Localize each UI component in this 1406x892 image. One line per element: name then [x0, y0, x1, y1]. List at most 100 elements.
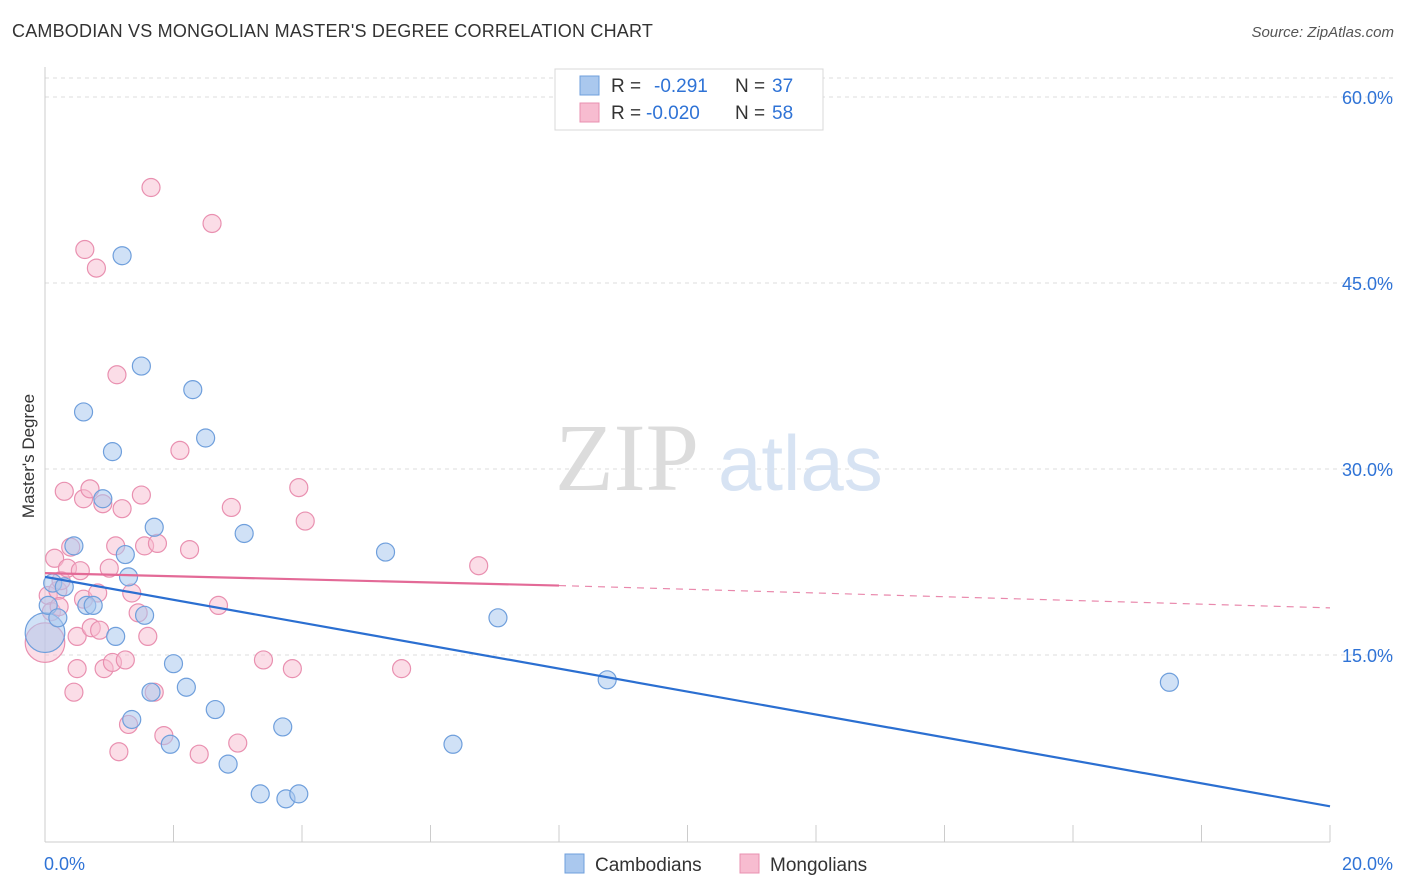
cambodian-point[interactable] [122, 709, 142, 730]
mongolian-point[interactable] [70, 561, 90, 581]
stats-legend: R = -0.291 N = 37 R = -0.020 N = 58 [554, 68, 824, 131]
mongolian-point[interactable] [86, 258, 107, 278]
mongolian-point[interactable] [391, 659, 412, 679]
mongolian-point[interactable] [109, 742, 129, 762]
mongolian-point[interactable] [67, 626, 87, 647]
cambodian-point[interactable] [597, 670, 617, 690]
label-layer: 15.0% 30.0% 45.0% 60.0% 0.0% 20.0% Master's De… [19, 88, 1393, 874]
x-tick-label-max: 20.0% [1342, 854, 1393, 874]
mongolian-point[interactable] [99, 558, 119, 578]
mongolian-point[interactable] [253, 650, 274, 670]
stats-legend-blue-r-label: R = [611, 76, 641, 97]
cambodian-point[interactable] [64, 536, 84, 556]
grid-layer [45, 77, 1395, 656]
legend-cambodians-swatch [564, 853, 585, 874]
cambodian-point[interactable] [112, 246, 132, 266]
mongolian-point[interactable] [138, 626, 158, 647]
cambodian-point[interactable] [375, 542, 396, 562]
mongolian-point[interactable] [228, 733, 248, 753]
mongolian-point[interactable] [64, 682, 84, 702]
cambodian-point[interactable] [54, 577, 74, 597]
stats-legend-box [554, 68, 824, 131]
mongolian-point[interactable] [90, 620, 110, 640]
y-tick-label: 15.0% [1342, 646, 1393, 666]
mongolian-point[interactable] [45, 548, 65, 568]
mongolians-trend-extension [558, 584, 1331, 609]
watermark-atlas: atlas [718, 419, 883, 507]
stats-legend-blue-r-value: -0.291 [654, 76, 708, 97]
mongolian-point[interactable] [469, 556, 489, 576]
mongolian-point[interactable] [147, 533, 168, 554]
mongolian-point[interactable] [295, 511, 315, 531]
y-tick-label: 45.0% [1342, 274, 1393, 294]
cambodian-point[interactable] [183, 380, 203, 400]
mongolians-trend-line [44, 572, 560, 587]
mongolian-point[interactable] [170, 440, 190, 460]
stats-legend-pink-n-value: 58 [772, 103, 793, 124]
y-tick-label: 30.0% [1342, 460, 1393, 480]
trend-layer [44, 572, 1331, 808]
stats-legend-pink-r-value: -0.020 [646, 103, 700, 124]
mongolian-point[interactable] [221, 497, 241, 518]
cambodian-point[interactable] [106, 626, 126, 647]
cambodian-point[interactable] [160, 734, 180, 754]
mongolian-point[interactable] [289, 478, 309, 498]
source-label: Source: ZipAtlas.com [1251, 24, 1394, 41]
cambodian-point[interactable] [83, 595, 103, 616]
mongolian-point[interactable] [107, 365, 127, 385]
mongolian-point[interactable] [115, 650, 135, 670]
cambodian-point[interactable] [176, 677, 196, 697]
cambodian-point[interactable] [250, 784, 270, 804]
mongolian-point[interactable] [112, 499, 132, 519]
mongolians-points [24, 177, 489, 764]
mongolian-point[interactable] [179, 539, 200, 560]
cambodian-point[interactable] [144, 517, 164, 537]
cambodian-point[interactable] [93, 489, 113, 509]
cambodian-point[interactable] [131, 356, 151, 376]
mongolian-point[interactable] [131, 485, 151, 505]
cambodian-point[interactable] [196, 428, 216, 448]
legend-mongolians-swatch [739, 853, 760, 874]
mongolian-point[interactable] [189, 744, 209, 764]
cambodian-point[interactable] [234, 523, 254, 544]
y-axis-title: Master's Degree [19, 394, 38, 518]
cambodian-point[interactable] [488, 608, 508, 628]
cambodian-point[interactable] [443, 734, 463, 754]
mongolian-point[interactable] [80, 479, 100, 499]
mongolian-point[interactable] [282, 659, 302, 679]
cambodian-point[interactable] [118, 567, 139, 587]
mongolian-point[interactable] [141, 177, 161, 198]
cambodians-points [24, 246, 1179, 809]
axis-layer [44, 67, 1331, 843]
watermark-zip: ZIP [555, 404, 699, 511]
stats-legend-blue-n-value: 37 [772, 76, 793, 97]
cambodian-point[interactable] [273, 717, 293, 737]
cambodian-point[interactable] [102, 442, 123, 462]
cambodian-point[interactable] [205, 699, 225, 720]
stats-legend-pink-r-label: R = [611, 103, 641, 124]
cambodians-trend-line [44, 575, 1331, 808]
stats-legend-blue-n-label: N = [735, 76, 765, 97]
cambodian-point[interactable] [48, 608, 68, 628]
stats-legend-pink-n-label: N = [735, 103, 765, 124]
cambodian-point[interactable] [1159, 672, 1179, 692]
x-tick-label-min: 0.0% [44, 854, 85, 874]
legend-cambodians-label: Cambodians [595, 855, 702, 876]
mongolian-point[interactable] [67, 659, 87, 679]
mongolian-point[interactable] [75, 239, 95, 260]
cambodian-point[interactable] [141, 682, 161, 702]
cambodian-point[interactable] [115, 544, 135, 565]
cambodian-point[interactable] [163, 654, 184, 674]
mongolian-point[interactable] [54, 481, 74, 501]
series-legend: Cambodians Mongolians [564, 853, 867, 876]
cambodian-point[interactable] [73, 402, 94, 422]
stats-legend-pink-swatch [579, 102, 600, 123]
cambodian-point[interactable] [134, 605, 155, 625]
mongolian-point[interactable] [208, 595, 229, 616]
cambodian-point[interactable] [218, 754, 238, 774]
cambodian-point[interactable] [289, 784, 309, 804]
chart-title: CAMBODIAN VS MONGOLIAN MASTER'S DEGREE C… [12, 21, 654, 41]
y-tick-label: 60.0% [1342, 88, 1393, 108]
stats-legend-blue-swatch [579, 75, 600, 96]
mongolian-point[interactable] [202, 213, 222, 234]
